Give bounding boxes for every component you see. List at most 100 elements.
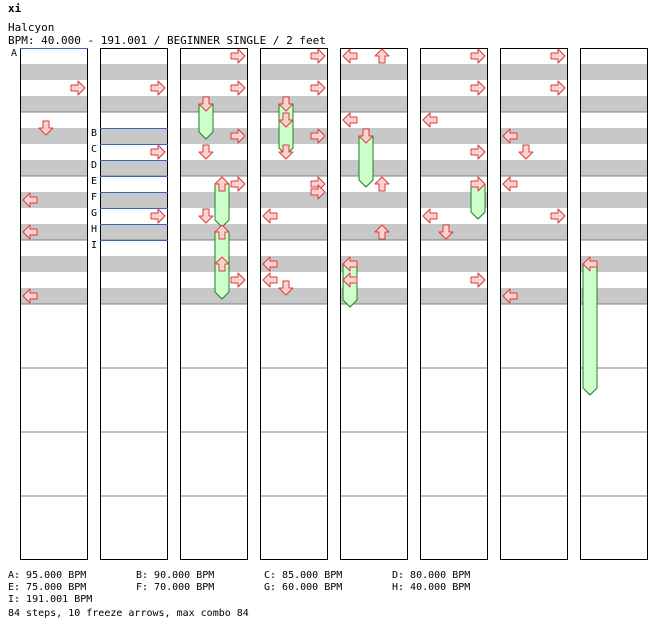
beat-stripe	[340, 64, 408, 80]
left-arrow-note	[342, 272, 358, 288]
right-arrow-note	[550, 208, 566, 224]
bpm-change-label: F	[91, 192, 97, 203]
beat-stripe	[20, 128, 88, 144]
right-arrow-note	[150, 208, 166, 224]
up-arrow-note	[374, 176, 390, 192]
beat-stripe	[420, 256, 488, 272]
column-border	[420, 48, 488, 560]
column-border	[580, 48, 648, 560]
right-arrow-note	[70, 80, 86, 96]
down-arrow-note	[438, 224, 454, 240]
chart-column	[500, 48, 568, 560]
right-arrow-note	[310, 48, 326, 64]
beat-stripe	[500, 256, 568, 272]
beat-stripe	[260, 64, 328, 80]
beat-stripe	[20, 96, 88, 112]
beat-stripe	[420, 64, 488, 80]
freeze-arrow-body	[582, 263, 598, 396]
left-arrow-note	[262, 272, 278, 288]
right-arrow-note	[470, 48, 486, 64]
bpm-legend-g: G: 60.000 BPM	[264, 582, 343, 593]
beat-stripe	[500, 96, 568, 112]
right-arrow-note	[310, 184, 326, 200]
bpm-change-label: A	[11, 48, 17, 59]
up-arrow-note	[214, 224, 230, 240]
down-arrow-note	[518, 144, 534, 160]
left-arrow-note	[422, 112, 438, 128]
beat-stripe	[20, 256, 88, 272]
down-arrow-note	[278, 96, 294, 112]
down-arrow-note	[278, 112, 294, 128]
column-border	[180, 48, 248, 560]
column-border	[100, 48, 168, 560]
right-arrow-note	[310, 128, 326, 144]
bpm-legend-i: I: 191.001 BPM	[8, 594, 93, 605]
freeze-arrow-body	[358, 135, 374, 188]
beat-stripe	[100, 288, 168, 304]
beat-stripe	[580, 160, 648, 176]
beat-stripe	[340, 128, 408, 144]
bpm-legend-e: E: 75.000 BPM	[8, 582, 87, 593]
beat-stripe	[100, 192, 168, 208]
chart-column	[260, 48, 328, 560]
beat-stripe	[20, 224, 88, 240]
right-arrow-note	[150, 80, 166, 96]
beat-stripe	[180, 64, 248, 80]
chart-column	[20, 48, 88, 560]
beat-stripe	[260, 224, 328, 240]
chart-summary: 84 steps, 10 freeze arrows, max combo 84	[8, 608, 249, 619]
right-arrow-note	[230, 176, 246, 192]
left-arrow-note	[582, 256, 598, 272]
artist-name: xi	[8, 2, 22, 15]
beat-stripe	[100, 64, 168, 80]
beat-stripe	[260, 128, 328, 144]
right-arrow-note	[310, 80, 326, 96]
chart-info: BPM: 40.000 - 191.001 / BEGINNER SINGLE …	[8, 34, 326, 47]
beat-stripe	[340, 192, 408, 208]
left-arrow-note	[422, 208, 438, 224]
beat-stripe	[420, 288, 488, 304]
bpm-change-label: E	[91, 176, 97, 187]
bpm-legend-c: C: 85.000 BPM	[264, 570, 343, 581]
left-arrow-note	[502, 128, 518, 144]
left-arrow-note	[342, 256, 358, 272]
beat-stripe	[580, 128, 648, 144]
down-arrow-note	[198, 144, 214, 160]
beat-stripe	[20, 288, 88, 304]
beat-stripe	[260, 96, 328, 112]
beat-stripe	[500, 224, 568, 240]
beat-stripe	[580, 64, 648, 80]
beat-stripe	[100, 224, 168, 240]
beat-stripe	[260, 256, 328, 272]
beat-stripe	[180, 96, 248, 112]
song-title: Halcyon	[8, 21, 55, 34]
beat-stripe	[260, 192, 328, 208]
up-arrow-note	[214, 256, 230, 272]
left-arrow-note	[342, 48, 358, 64]
down-arrow-note	[198, 208, 214, 224]
left-arrow-note	[342, 112, 358, 128]
beat-stripe	[500, 192, 568, 208]
right-arrow-note	[550, 48, 566, 64]
beat-stripe	[420, 224, 488, 240]
beat-stripe	[180, 288, 248, 304]
beat-stripe	[260, 288, 328, 304]
bpm-change-label: C	[91, 144, 97, 155]
up-arrow-note	[374, 48, 390, 64]
beat-stripe	[580, 224, 648, 240]
down-arrow-note	[38, 120, 54, 136]
beat-stripe	[20, 160, 88, 176]
bpm-legend-h: H: 40.000 BPM	[392, 582, 471, 593]
left-arrow-note	[22, 192, 38, 208]
bpm-change-label: H	[91, 224, 97, 235]
chart-column	[180, 48, 248, 560]
column-border	[500, 48, 568, 560]
right-arrow-note	[230, 48, 246, 64]
right-arrow-note	[230, 80, 246, 96]
beat-stripe	[340, 160, 408, 176]
beat-stripe	[500, 288, 568, 304]
beat-stripe	[420, 128, 488, 144]
right-arrow-note	[470, 272, 486, 288]
beat-stripe	[100, 256, 168, 272]
